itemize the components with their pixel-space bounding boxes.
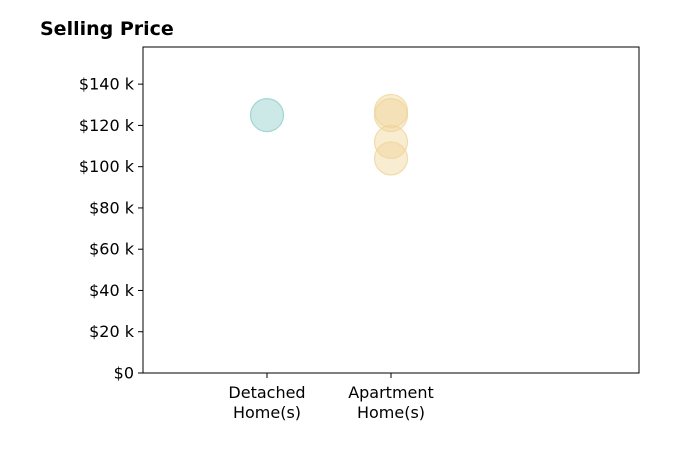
data-point <box>249 97 285 133</box>
y-tick-label: $20 k <box>89 322 135 341</box>
data-point <box>373 97 409 133</box>
x-tick-label: Detached Home(s) <box>228 383 305 422</box>
y-tick-label: $0 <box>114 364 134 383</box>
data-point <box>373 141 409 176</box>
y-tick-label: $140 k <box>79 75 135 94</box>
x-axis: Detached Home(s) Apartment Home(s) <box>228 373 434 422</box>
y-tick-label: $40 k <box>89 281 135 300</box>
y-tick-label: $80 k <box>89 198 135 217</box>
plot-frame <box>142 46 640 374</box>
y-tick-label: $100 k <box>79 157 135 176</box>
chart-title: Selling Price <box>40 18 174 40</box>
y-tick-label: $120 k <box>79 116 135 135</box>
data-points <box>249 93 409 176</box>
y-tick-label: $60 k <box>89 240 135 259</box>
y-axis: $0 $20 k $40 k $60 k $80 k $100 k $120 k $140 k <box>79 75 143 383</box>
x-tick-label: Apartment Home(s) <box>348 383 434 422</box>
